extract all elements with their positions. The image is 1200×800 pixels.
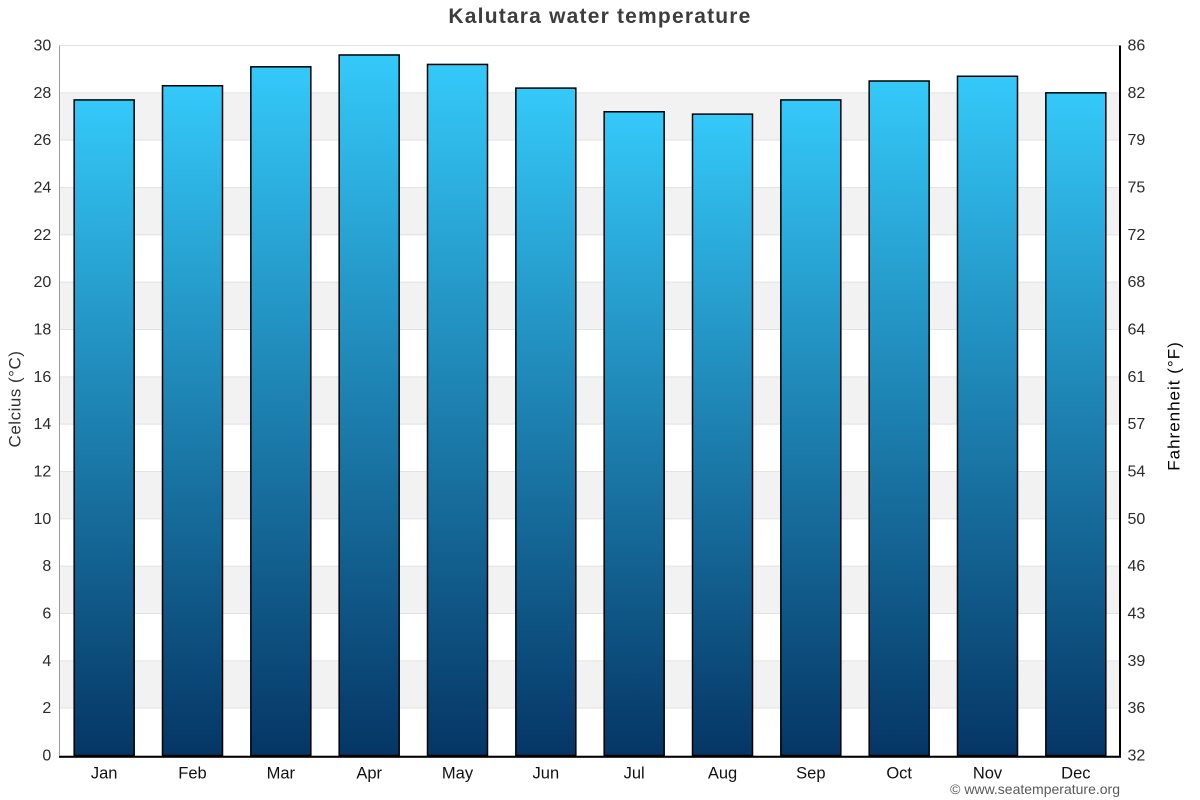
svg-text:18: 18 <box>34 322 52 339</box>
svg-text:Mar: Mar <box>267 765 296 783</box>
svg-text:39: 39 <box>1128 653 1146 670</box>
svg-text:36: 36 <box>1128 700 1146 717</box>
svg-text:86: 86 <box>1128 38 1146 55</box>
svg-text:May: May <box>442 765 474 783</box>
svg-text:Feb: Feb <box>178 765 206 783</box>
svg-text:Kalutara water temperature: Kalutara water temperature <box>448 5 751 28</box>
svg-text:© www.seatemperature.org: © www.seatemperature.org <box>950 781 1120 797</box>
svg-text:0: 0 <box>42 748 51 765</box>
svg-text:12: 12 <box>34 464 52 481</box>
svg-text:24: 24 <box>34 180 52 197</box>
svg-text:43: 43 <box>1128 606 1146 623</box>
svg-text:Fahrenheit (°F): Fahrenheit (°F) <box>1165 341 1184 471</box>
svg-text:Jun: Jun <box>533 765 560 783</box>
svg-text:68: 68 <box>1128 274 1146 291</box>
svg-text:6: 6 <box>42 606 51 623</box>
svg-text:Oct: Oct <box>886 765 912 783</box>
svg-text:30: 30 <box>34 38 52 55</box>
svg-text:64: 64 <box>1128 322 1146 339</box>
svg-text:54: 54 <box>1128 464 1146 481</box>
svg-text:72: 72 <box>1128 227 1146 244</box>
svg-text:50: 50 <box>1128 511 1146 528</box>
svg-text:20: 20 <box>34 274 52 291</box>
svg-text:46: 46 <box>1128 558 1146 575</box>
svg-text:4: 4 <box>42 653 51 670</box>
svg-text:14: 14 <box>34 416 52 433</box>
svg-text:8: 8 <box>42 558 51 575</box>
svg-text:Nov: Nov <box>973 765 1003 783</box>
svg-text:Jul: Jul <box>624 765 645 783</box>
svg-text:79: 79 <box>1128 132 1146 149</box>
svg-text:75: 75 <box>1128 180 1146 197</box>
svg-text:57: 57 <box>1128 416 1146 433</box>
svg-text:Sep: Sep <box>796 765 825 783</box>
svg-text:22: 22 <box>34 227 52 244</box>
svg-text:Dec: Dec <box>1061 765 1090 783</box>
svg-text:2: 2 <box>42 700 51 717</box>
svg-text:Jan: Jan <box>91 765 118 783</box>
svg-text:Aug: Aug <box>708 765 737 783</box>
svg-text:82: 82 <box>1128 85 1146 102</box>
svg-text:Apr: Apr <box>356 765 382 783</box>
svg-text:61: 61 <box>1128 369 1146 386</box>
svg-text:16: 16 <box>34 369 52 386</box>
svg-text:10: 10 <box>34 511 52 528</box>
svg-text:Celcius (°C): Celcius (°C) <box>6 351 25 448</box>
svg-text:26: 26 <box>34 132 52 149</box>
svg-text:28: 28 <box>34 85 52 102</box>
svg-text:32: 32 <box>1128 748 1146 765</box>
